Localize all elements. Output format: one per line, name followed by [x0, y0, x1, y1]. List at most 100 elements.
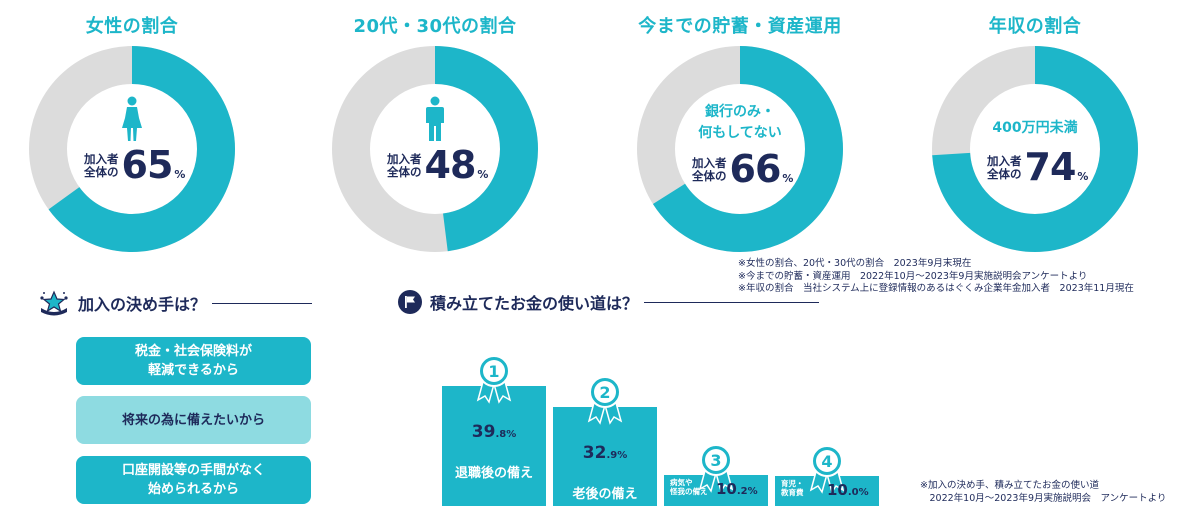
- value-dec: .2: [736, 486, 748, 497]
- note-line: 2022年10月～2023年9月実施説明会 アンケートより: [920, 492, 1167, 504]
- value-int: 32: [582, 443, 607, 463]
- reason-line: 始められるから: [147, 482, 239, 497]
- value-unit: %: [747, 486, 758, 497]
- reasons-title: 加入の決め手は？: [78, 295, 207, 314]
- category-line: 退職後の備え: [454, 466, 533, 481]
- category-line: 育児・: [781, 479, 804, 488]
- value-unit: %: [617, 450, 628, 461]
- donut-sublabel-line: 銀行のみ・: [705, 104, 775, 120]
- value-int: 10: [827, 481, 848, 499]
- stat-label-line: 全体の: [987, 167, 1022, 181]
- donut-ring: [932, 46, 1138, 252]
- note-line: ※年収の割合 当社システム上に登録情報のあるはぐくみ企業年金加入者 2023年1…: [738, 283, 1134, 294]
- bar-value-label: 32.9%: [553, 443, 657, 463]
- value-dec: .8: [495, 429, 507, 440]
- stat-label-line: 加入者: [692, 156, 727, 170]
- bar-category-label: 育児・ 教育費: [781, 479, 804, 497]
- bar-1: [442, 386, 546, 506]
- stat-label: 加入者 全体の: [387, 153, 422, 179]
- stat-label: 加入者 全体の: [987, 155, 1022, 181]
- stat-value: 65: [121, 143, 174, 187]
- usage-header: 積み立てたお金の使い道は？: [398, 290, 820, 314]
- rank-ribbon-icon: 1: [476, 355, 512, 404]
- donut-slice-value: [637, 46, 843, 252]
- donut-slice-value: [932, 46, 1138, 252]
- stat-value: 74: [1024, 145, 1077, 189]
- note-line: ※加入の決め手、積み立てたお金の使い道: [920, 480, 1099, 491]
- stat-unit: %: [782, 172, 794, 185]
- rank-number: 3: [710, 451, 721, 470]
- rank-number: 4: [821, 452, 832, 471]
- usage-title-rule: [644, 301, 820, 303]
- donut-ring: [29, 46, 235, 252]
- value-int: 39: [471, 422, 496, 442]
- reason-card-2: 将来の為に備えたいから: [76, 396, 311, 444]
- value-unit: %: [858, 487, 869, 498]
- category-line: 怪我の備え: [670, 487, 708, 496]
- donut-sublabel: 銀行のみ・ 何もしてない: [620, 102, 860, 144]
- donut-chart-3: 今までの貯蓄・資産運用銀行のみ・ 何もしてない加入者 全体の 66%: [620, 0, 860, 260]
- donut-chart-1: 女性の割合加入者 全体の 65%: [12, 0, 252, 260]
- donut-chart-2: 20代・30代の割合加入者 全体の 48%: [315, 0, 555, 260]
- donut-sublabel: 400万円未満: [915, 118, 1155, 139]
- rank-ribbon-icon: 4: [809, 445, 845, 494]
- stat-label-line: 全体の: [84, 165, 119, 179]
- stat-label-line: 全体の: [387, 165, 422, 179]
- value-dec: .0: [847, 487, 859, 498]
- reasons-header: 加入の決め手は？: [38, 290, 313, 316]
- female-person-icon: [122, 96, 142, 141]
- donut-slice-value: [29, 46, 235, 252]
- donut-sublabel-line: 400万円未満: [992, 120, 1078, 136]
- donut-chart-4: 年収の割合 400万円未満加入者 全体の 74%: [915, 0, 1155, 260]
- bar-category-label: 老後の備え: [553, 483, 657, 502]
- value-dec: .9: [606, 450, 618, 461]
- reason-line: 将来の為に備えたいから: [121, 412, 265, 428]
- donut-slice-value: [332, 46, 538, 252]
- reason-card-3: 口座開設等の手間がなく 始められるから: [76, 456, 311, 504]
- rank-number: 2: [599, 383, 610, 402]
- rank-number: 1: [488, 362, 499, 381]
- donut-title: 年収の割合: [988, 16, 1082, 37]
- category-line: 病気や: [670, 478, 693, 487]
- note-line: ※女性の割合、20代・30代の割合 2023年9月末現在: [738, 258, 972, 269]
- note-line: ※今までの貯蓄・資産運用 2022年10月～2023年9月実施説明会アンケートよ…: [738, 270, 1088, 282]
- reason-line: 軽減できるから: [148, 363, 239, 378]
- bar-4: [775, 476, 879, 506]
- flag-icon: [398, 290, 422, 314]
- reason-line: 税金・社会保険料が: [134, 344, 252, 359]
- donut-title: 今までの貯蓄・資産運用: [638, 16, 842, 37]
- rank-ribbon-icon: 3: [698, 444, 734, 493]
- category-line: 老後の備え: [572, 487, 638, 502]
- rank-ribbon-icon: 2: [587, 376, 623, 425]
- stat-unit: %: [174, 168, 186, 181]
- bar-category-label: 病気や 怪我の備え: [670, 478, 708, 496]
- stat-label-line: 加入者: [987, 154, 1022, 168]
- bar-category-label: 退職後の備え: [442, 462, 546, 481]
- donut-title: 女性の割合: [85, 16, 179, 37]
- bar-value-label: 10.0%: [827, 480, 869, 499]
- value-unit: %: [506, 429, 517, 440]
- donut-title: 20代・30代の割合: [353, 16, 517, 37]
- reasons-title-rule: [212, 302, 313, 304]
- male-person-icon: [426, 96, 444, 141]
- stat-label: 加入者 全体の: [84, 153, 119, 179]
- usage-title: 積み立てたお金の使い道は？: [430, 294, 639, 313]
- stat-unit: %: [1077, 170, 1089, 183]
- reason-card-1: 税金・社会保険料が 軽減できるから: [76, 337, 311, 385]
- stat-label-line: 加入者: [84, 152, 119, 166]
- bar-2: [553, 407, 657, 506]
- stars-crown-icon: [40, 290, 68, 316]
- bar-3: [664, 475, 768, 506]
- source-notes-top: ※女性の割合、20代・30代の割合 2023年9月末現在 ※今までの貯蓄・資産運…: [738, 258, 1134, 296]
- stat-value: 48: [424, 143, 477, 187]
- stat-value: 66: [729, 147, 782, 191]
- stat-label-line: 全体の: [692, 169, 727, 183]
- donut-stat: 加入者 全体の 74%: [987, 148, 1088, 186]
- donut-stat: 加入者 全体の 48%: [387, 146, 488, 184]
- stat-label-line: 加入者: [387, 152, 422, 166]
- donut-stat: 加入者 全体の 65%: [84, 146, 185, 184]
- reason-line: 口座開設等の手間がなく: [121, 463, 265, 478]
- donut-ring: [637, 46, 843, 252]
- category-line: 教育費: [781, 488, 804, 497]
- donut-stat: 加入者 全体の 66%: [692, 150, 793, 188]
